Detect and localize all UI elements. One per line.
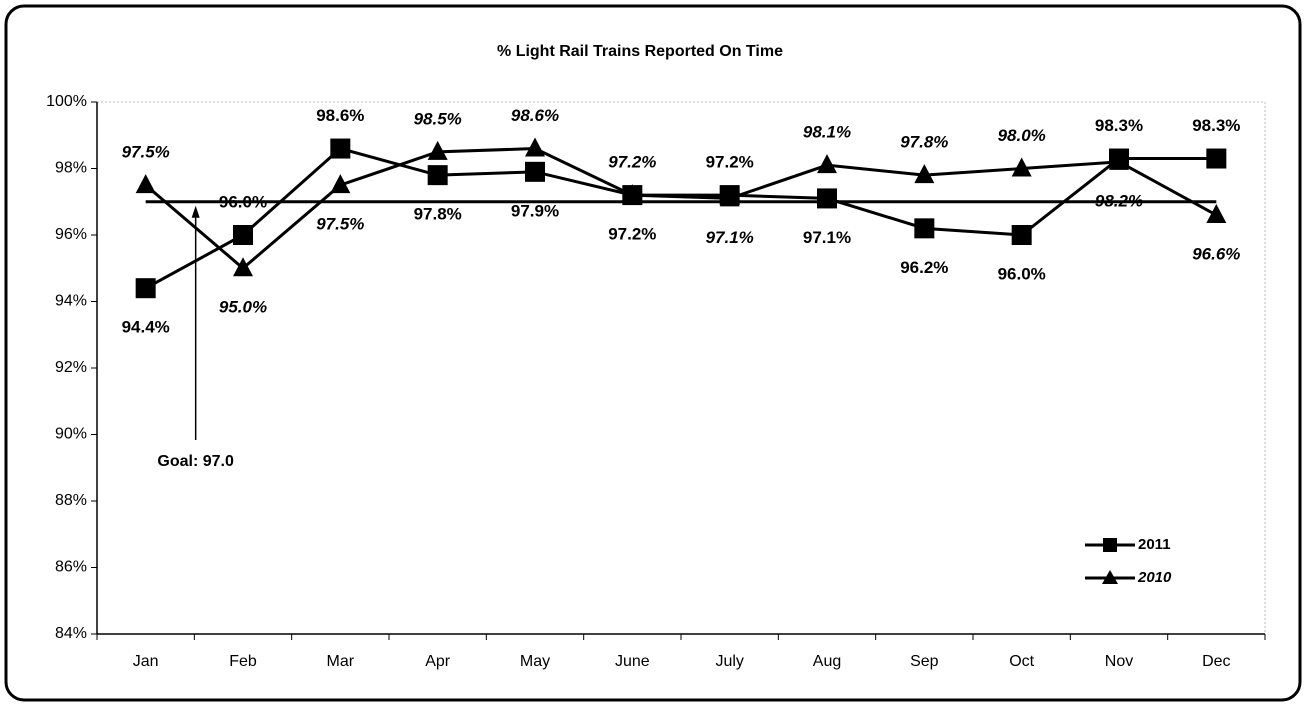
point [525,161,545,182]
x-tick-label: Mar [327,653,355,670]
data-label: 98.3% [1192,116,1240,135]
point [330,174,351,194]
data-label: 97.2% [706,153,754,172]
point [622,184,643,204]
data-label: 95.0% [219,298,267,317]
series-line [144,146,1217,290]
data-label: 98.2% [1095,191,1143,210]
chart-title: % Light Rail Trains Reported On Time [497,43,783,60]
point [1109,150,1129,170]
data-label: 98.6% [511,106,559,125]
y-tick-label: 98% [55,160,87,177]
data-label: 97.1% [706,228,754,247]
y-tick-label: 84% [55,625,87,642]
x-tick-label: Feb [229,653,257,670]
data-label: 97.2% [608,153,656,172]
data-label: 96.6% [1192,245,1240,264]
data-label: 97.2% [608,225,656,244]
data-label: 97.9% [511,201,559,220]
x-tick-label: Dec [1202,653,1230,670]
point [330,138,351,159]
series-line [144,147,1218,271]
point [817,154,837,174]
x-tick-label: Oct [1009,653,1034,670]
point [233,225,253,245]
y-tick-label: 100% [46,93,87,110]
x-tick-label: Apr [425,653,451,670]
point [817,188,837,209]
point [1011,157,1032,177]
point [1206,204,1227,224]
data-label: 98.6% [316,106,364,125]
point [719,187,740,207]
data-label: 96.2% [900,258,948,277]
data-label: 98.3% [1095,116,1143,135]
x-tick-label: May [520,653,550,670]
y-tick-label: 96% [55,226,87,243]
data-label: 97.8% [414,205,462,224]
data-label: 97.1% [803,228,851,247]
data-label: 97.5% [122,143,170,162]
x-tick-label: Aug [813,653,841,670]
point [1011,225,1032,245]
point [233,257,253,277]
y-tick-label: 90% [55,426,87,443]
point [135,278,156,299]
point [1206,148,1227,169]
point [914,164,935,184]
point [427,165,448,186]
legend-label: 2010 [1137,569,1172,586]
x-tick-label: Nov [1105,653,1133,670]
frame [4,4,1302,702]
y-tick-label: 88% [55,492,87,509]
data-label: 97.8% [900,133,948,152]
x-tick-label: June [615,653,650,670]
data-label: 97.5% [316,215,364,234]
x-tick-label: Sep [910,653,939,670]
data-label: 94.4% [122,318,170,337]
point [135,174,156,194]
legend-marker [1103,538,1117,552]
data-label: 96.0% [998,264,1046,283]
goal-arrowhead [191,205,200,218]
point [427,140,448,160]
data-label: 98.0% [998,126,1046,145]
x-tick-label: July [715,653,743,670]
x-tick-label: Jan [133,653,159,670]
legend-label: 2011 [1138,536,1171,553]
data-label: 98.1% [803,123,851,142]
y-tick-label: 86% [55,559,87,576]
data-label: 96.0% [219,192,267,211]
goal-annotation: Goal: 97.0 [157,453,234,470]
point [914,218,935,239]
point [525,137,545,157]
y-tick-label: 92% [55,359,87,376]
legend-marker [1102,570,1118,584]
y-tick-label: 94% [55,293,87,310]
data-label: 98.5% [414,109,462,128]
